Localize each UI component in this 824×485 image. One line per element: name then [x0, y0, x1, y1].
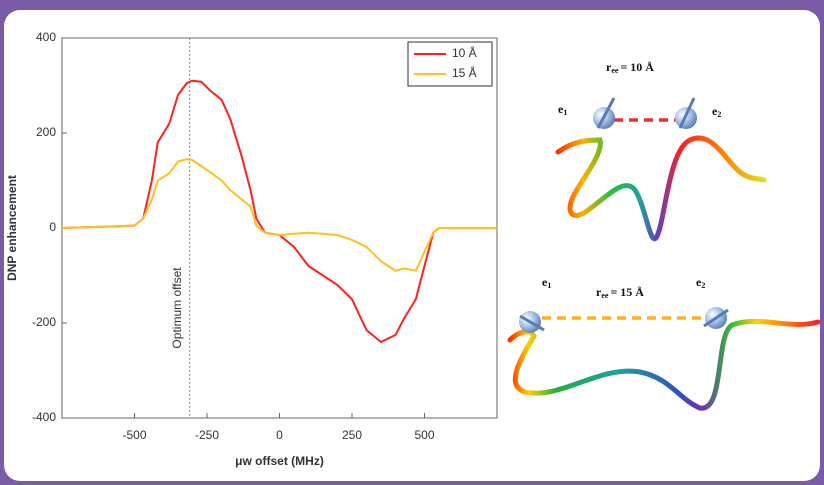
molecule-chain — [555, 135, 767, 242]
electron-label: e1 — [542, 275, 551, 290]
legend-label: 10 Å — [452, 45, 477, 60]
x-axis-label: μw offset (MHz) — [235, 454, 324, 468]
electron-label: e1 — [558, 102, 567, 117]
x-tick-label: 0 — [276, 428, 283, 442]
electron-symbol: e — [696, 275, 702, 289]
spin-arrow — [519, 314, 545, 332]
r-subscript: ee — [601, 291, 609, 300]
r-symbol: r — [606, 60, 612, 74]
electron-symbol: e — [542, 275, 548, 289]
distance-value: = 15 Å — [610, 285, 644, 299]
x-tick-label: 250 — [342, 428, 362, 442]
y-tick-label: 200 — [36, 125, 56, 139]
y-tick-label: -200 — [32, 315, 56, 329]
electron-label: e2 — [712, 104, 721, 119]
r-symbol: r — [596, 285, 602, 299]
electron-subscript: 1 — [547, 281, 551, 290]
legend-box — [407, 41, 493, 87]
electron-subscript: 2 — [701, 281, 705, 290]
distance-value: = 10 Å — [620, 60, 654, 74]
plot-area — [61, 37, 498, 419]
distance-label: ree = 15 Å — [596, 285, 644, 300]
data-line — [61, 158, 497, 272]
y-axis-label: DNP enhancement — [5, 175, 19, 281]
electron-label: e2 — [696, 275, 705, 290]
y-tick-label: 400 — [36, 30, 56, 44]
molecule-chain — [507, 318, 821, 411]
x-tick-label: 500 — [414, 428, 434, 442]
x-tick-label: -500 — [122, 428, 146, 442]
electron-symbol: e — [558, 102, 564, 116]
spin-arrow — [678, 97, 696, 129]
data-line — [61, 79, 497, 344]
annotation-text: Optimum offset — [170, 267, 184, 349]
x-tick-label: -250 — [195, 428, 219, 442]
electron-subscript: 1 — [563, 108, 567, 117]
electron-symbol: e — [712, 104, 718, 118]
distance-label: ree = 10 Å — [606, 60, 654, 75]
spin-arrow — [596, 97, 616, 129]
legend-label: 15 Å — [452, 65, 477, 80]
y-tick-label: 0 — [49, 220, 56, 234]
spin-arrow — [703, 308, 729, 328]
electron-subscript: 2 — [717, 110, 721, 119]
r-subscript: ee — [611, 66, 619, 75]
y-tick-label: -400 — [32, 410, 56, 424]
